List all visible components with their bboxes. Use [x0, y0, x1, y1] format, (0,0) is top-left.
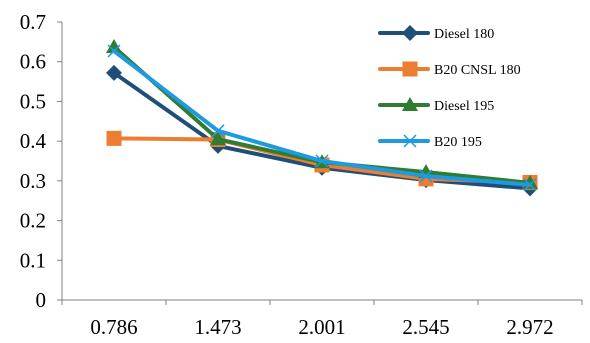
y-tick-label: 0 [36, 288, 47, 312]
x-tick-label: 0.786 [90, 315, 137, 339]
legend: Diesel 180 B20 CNSL 180 Diesel 195 B20 195 [378, 25, 521, 150]
y-tick-label: 0.4 [20, 129, 47, 153]
data-point [106, 130, 122, 146]
x-tick-label: 2.972 [506, 315, 553, 339]
legend-label: Diesel 195 [434, 99, 494, 114]
legend-item: B20 195 [378, 134, 482, 150]
series-3 [107, 44, 537, 192]
legend-marker [403, 134, 417, 148]
legend-item: Diesel 195 [378, 97, 494, 114]
y-tick-label: 0.2 [20, 209, 46, 233]
x-tick-label: 2.001 [298, 315, 345, 339]
y-tick-label: 0.7 [20, 10, 46, 34]
data-point [211, 124, 225, 138]
y-axis-ticks: 0 0.1 0.2 0.3 0.4 0.5 0.6 0.7 [20, 10, 62, 312]
series-layer [106, 39, 538, 197]
y-tick-label: 0.6 [20, 50, 46, 74]
x-tick-label: 2.545 [402, 315, 449, 339]
axes [61, 22, 582, 301]
y-tick-label: 0.3 [20, 169, 46, 193]
data-point [107, 44, 121, 58]
x-axis-ticks: 0.786 1.473 2.001 2.545 2.972 [61, 300, 583, 339]
legend-item: B20 CNSL 180 [378, 61, 521, 78]
x-tick-label: 1.473 [194, 315, 241, 339]
legend-label: B20 195 [434, 135, 482, 150]
legend-label: Diesel 180 [434, 27, 494, 42]
legend-label: B20 CNSL 180 [434, 63, 521, 78]
legend-marker [402, 97, 418, 111]
data-point [106, 39, 122, 54]
legend-marker [402, 61, 418, 77]
data-point [315, 154, 329, 168]
legend-marker [402, 25, 418, 41]
legend-item: Diesel 180 [378, 25, 494, 42]
y-tick-label: 0.5 [20, 89, 46, 113]
data-point [419, 169, 433, 183]
data-point [106, 64, 122, 81]
y-tick-label: 0.1 [20, 248, 46, 272]
data-point [523, 178, 537, 192]
data-point [210, 131, 226, 146]
